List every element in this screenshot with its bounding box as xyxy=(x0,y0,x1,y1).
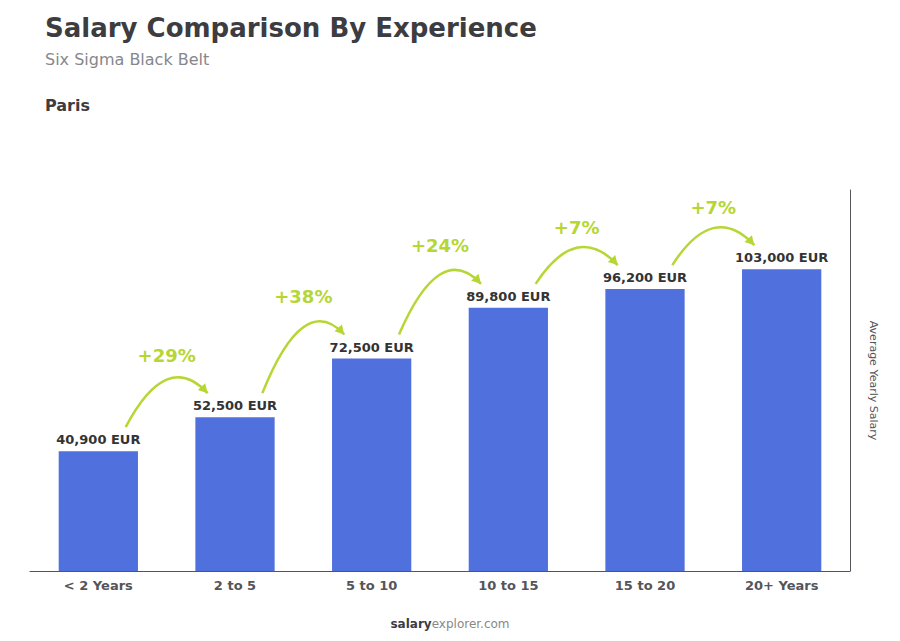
svg-text:+38%: +38% xyxy=(274,286,332,307)
svg-text:96,200 EUR: 96,200 EUR xyxy=(603,270,687,285)
svg-text:10 to 15: 10 to 15 xyxy=(478,578,538,593)
svg-text:+24%: +24% xyxy=(411,235,469,256)
svg-text:52,500 EUR: 52,500 EUR xyxy=(193,398,277,413)
svg-text:103,000 EUR: 103,000 EUR xyxy=(735,250,828,265)
svg-text:89,800 EUR: 89,800 EUR xyxy=(466,289,550,304)
svg-text:+7%: +7% xyxy=(691,197,737,218)
svg-text:explorer.com: explorer.com xyxy=(432,617,510,631)
svg-text:Six Sigma Black Belt: Six Sigma Black Belt xyxy=(45,50,209,69)
svg-text:salary: salary xyxy=(390,617,431,631)
svg-text:5 to 10: 5 to 10 xyxy=(346,578,397,593)
svg-text:+29%: +29% xyxy=(138,345,196,366)
svg-text:Paris: Paris xyxy=(45,96,90,115)
svg-text:< 2 Years: < 2 Years xyxy=(64,578,133,593)
svg-text:40,900 EUR: 40,900 EUR xyxy=(56,432,140,447)
svg-text:20+ Years: 20+ Years xyxy=(745,578,819,593)
svg-text:Average Yearly Salary: Average Yearly Salary xyxy=(867,321,880,441)
svg-text:2 to 5: 2 to 5 xyxy=(214,578,256,593)
svg-text:72,500 EUR: 72,500 EUR xyxy=(330,340,414,355)
svg-text:+7%: +7% xyxy=(554,217,600,238)
svg-text:Salary Comparison By Experienc: Salary Comparison By Experience xyxy=(45,13,537,43)
svg-text:15 to 20: 15 to 20 xyxy=(615,578,675,593)
